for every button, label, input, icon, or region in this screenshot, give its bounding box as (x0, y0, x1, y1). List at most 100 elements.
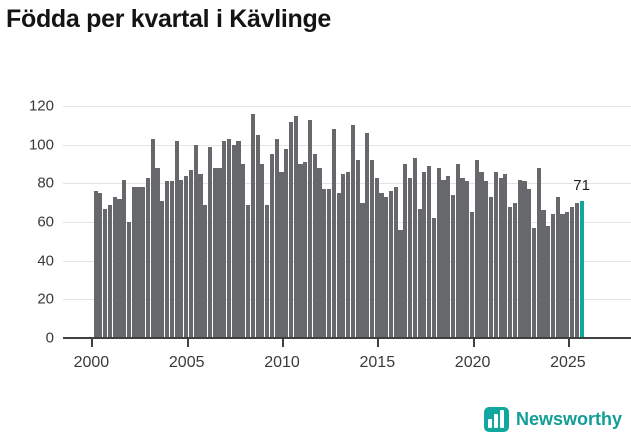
bar (322, 189, 327, 338)
y-axis-label-120: 120 (28, 97, 54, 115)
bar (436, 167, 441, 338)
bar (365, 133, 370, 338)
bar (555, 196, 560, 338)
bar (570, 206, 575, 338)
bar (212, 167, 217, 338)
bar (398, 229, 403, 338)
chart-title: Födda per kvartal i Kävlinge (6, 5, 332, 33)
bar (269, 154, 274, 338)
bar (441, 179, 446, 338)
y-axis-label-40: 40 (37, 252, 54, 270)
bar (222, 140, 227, 338)
bar (198, 173, 203, 338)
bar (465, 181, 470, 338)
bar (331, 129, 336, 338)
bar (150, 138, 155, 338)
bar (155, 167, 160, 338)
bar (136, 187, 141, 338)
bar (565, 212, 570, 338)
bar (379, 193, 384, 338)
bar (336, 193, 341, 338)
bar (293, 115, 298, 338)
bar (103, 208, 108, 338)
bar (207, 146, 213, 338)
gridline-y120 (63, 106, 631, 107)
bar (417, 208, 422, 338)
x-axis-tick-2010 (282, 339, 284, 347)
bar (541, 210, 546, 338)
y-axis-label-80: 80 (37, 174, 54, 192)
bar (93, 191, 98, 338)
newsworthy-brand-text: Newsworthy (515, 409, 622, 429)
y-axis-label-100: 100 (28, 136, 54, 154)
bar (122, 179, 127, 338)
bar (341, 173, 346, 338)
x-axis-tick-2015 (377, 339, 380, 347)
bar (446, 175, 451, 338)
bar (517, 179, 522, 338)
bar (388, 191, 394, 338)
bar (374, 177, 379, 338)
bar (117, 198, 122, 338)
bar (512, 202, 517, 338)
latest-value-label: 71 (573, 176, 590, 194)
bar (169, 181, 174, 338)
bar (403, 164, 408, 338)
bar (255, 135, 260, 338)
bar (231, 144, 236, 338)
bar (265, 204, 270, 338)
newsworthy-bar-chart-icon (483, 407, 509, 432)
bar (574, 202, 579, 338)
x-axis-tick-2020 (472, 339, 475, 347)
bar (493, 171, 498, 338)
bar (469, 212, 475, 338)
bar (164, 181, 170, 338)
bar (355, 160, 360, 338)
bar (546, 225, 551, 338)
bar (369, 160, 375, 338)
bar (407, 177, 413, 338)
bar (488, 196, 494, 338)
bar (326, 189, 332, 338)
bar (303, 162, 308, 338)
x-axis-label-2010: 2010 (264, 354, 300, 371)
bar (260, 164, 265, 338)
bar-highlight-latest-quarter (579, 200, 584, 338)
bar (560, 214, 565, 338)
newsworthy-logo[interactable]: Newsworthy (483, 407, 622, 432)
bar (427, 165, 432, 338)
bar (431, 218, 436, 338)
bar (450, 194, 456, 338)
x-axis-tick-2025 (567, 339, 570, 347)
bar (145, 177, 151, 338)
bar (203, 204, 208, 338)
bar (98, 193, 103, 338)
bar (484, 181, 489, 338)
bar (527, 189, 532, 338)
bar (422, 171, 427, 338)
bar (508, 206, 513, 338)
bar (479, 171, 484, 338)
bar (474, 160, 479, 338)
bar (522, 181, 527, 338)
x-axis-label-2015: 2015 (359, 354, 396, 371)
bar (307, 119, 313, 338)
bar (141, 187, 146, 338)
bar (160, 200, 165, 338)
bar (536, 167, 541, 338)
x-axis-line (63, 337, 631, 339)
bar (126, 222, 132, 338)
bar (226, 138, 232, 338)
bar (393, 187, 398, 338)
bar (455, 164, 460, 338)
y-axis-label-60: 60 (37, 213, 54, 231)
bar (184, 175, 189, 338)
bar (284, 148, 289, 338)
plot-area: 0 20 40 60 80 100 120 2000 2005 2010 2015 2020 2025 7… (28, 97, 631, 371)
bar (298, 164, 303, 338)
bar (279, 171, 284, 338)
bar (460, 177, 465, 338)
x-axis-label-2005: 2005 (168, 354, 205, 371)
x-axis-label-2025: 2025 (550, 354, 586, 371)
